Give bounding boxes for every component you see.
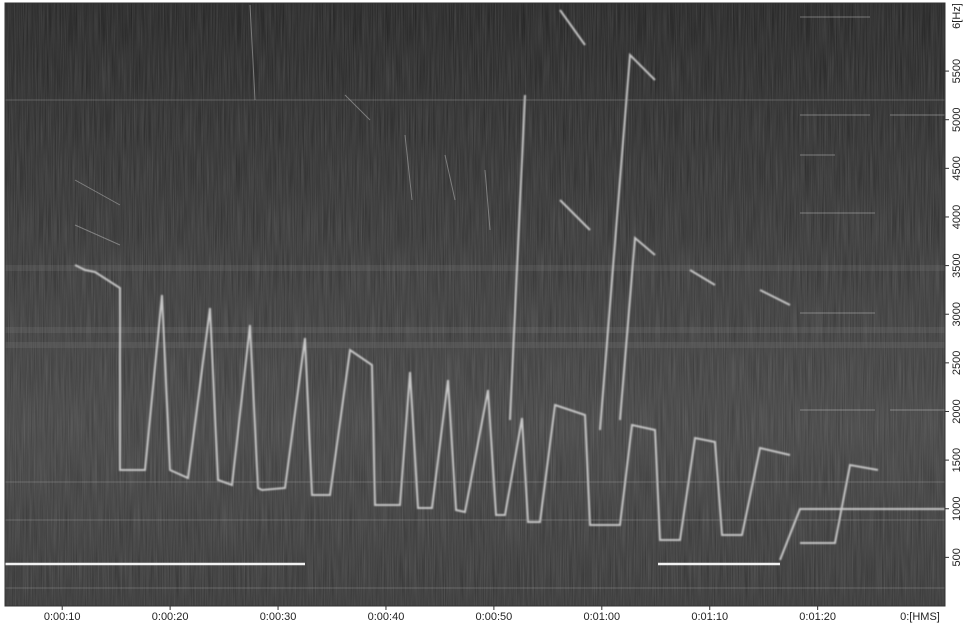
x-tick-label: 0:00:50	[476, 611, 513, 623]
y-tick-label: 2500	[951, 351, 963, 375]
y-tick-label: 1000	[951, 496, 963, 520]
x-tick-label: 0:01:20	[799, 611, 836, 623]
y-tick-label: 4500	[951, 156, 963, 180]
noise	[5, 3, 945, 606]
y-tick-label: 3000	[951, 302, 963, 326]
y-axis-label: 6[Hz]	[951, 3, 963, 29]
y-tick-label: 5000	[951, 107, 963, 131]
x-tick-label: 0:01:00	[583, 611, 620, 623]
x-tick-label: 0:00:30	[260, 611, 297, 623]
spectrogram-view: 0:[HMS] 6[Hz] 0:00:10 0:00:20 0:00:30 0:00:…	[0, 0, 967, 625]
y-tick-label: 3500	[951, 253, 963, 277]
y-tick-label: 500	[951, 548, 963, 566]
x-axis-label: 0:[HMS]	[900, 611, 940, 623]
y-tick-label: 5500	[951, 59, 963, 83]
y-tick-label: 1500	[951, 448, 963, 472]
y-tick-label: 2000	[951, 399, 963, 423]
y-tick-label: 4000	[951, 205, 963, 229]
page: 0:[HMS] 6[Hz] 0:00:10 0:00:20 0:00:30 0:00:…	[0, 0, 967, 625]
plot-area	[5, 3, 945, 606]
x-tick-label: 0:01:10	[691, 611, 728, 623]
x-tick-label: 0:00:10	[44, 611, 81, 623]
x-tick-label: 0:00:40	[368, 611, 405, 623]
x-tick-label: 0:00:20	[152, 611, 189, 623]
